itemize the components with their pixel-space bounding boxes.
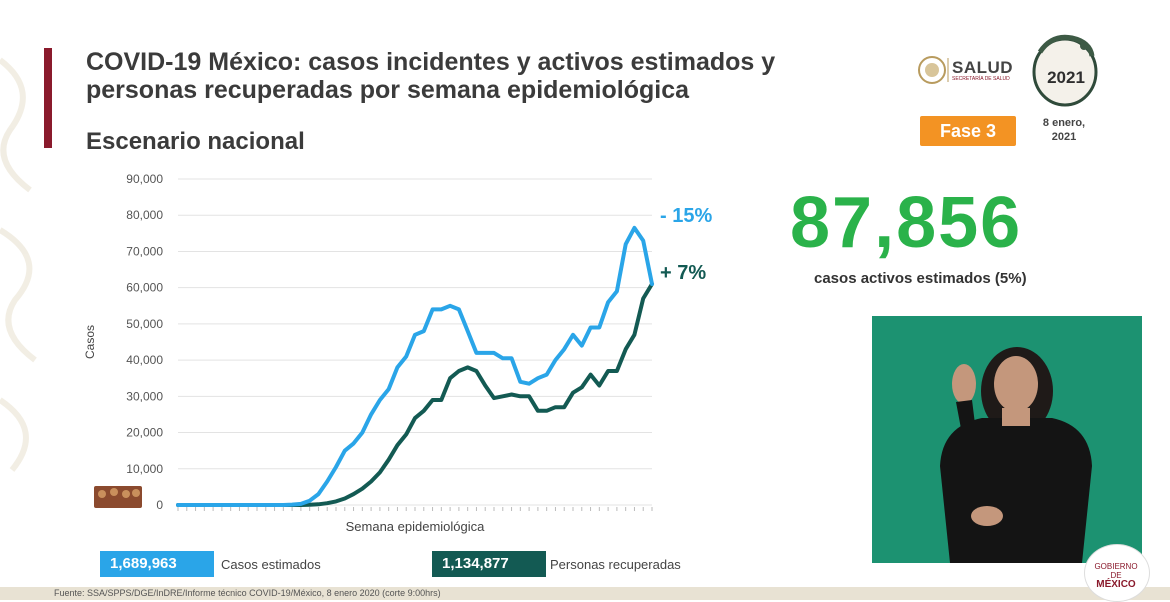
- gob-line1: GOBIERNO DE: [1094, 562, 1138, 580]
- y-tick-label: 60,000: [126, 281, 163, 295]
- phase-badge: Fase 3: [920, 116, 1016, 146]
- interpreter-video-panel: [872, 316, 1142, 563]
- gobierno-mexico-logo-icon: [1084, 544, 1150, 602]
- series-line-estimated: [176, 225, 654, 507]
- gob-line2: MÉXICO: [1096, 579, 1136, 590]
- footer-strip: [0, 587, 1170, 600]
- interpreter-video-icon: [872, 316, 1142, 563]
- recovered-total: 1,134,877: [432, 551, 546, 577]
- y-tick-label: 0: [156, 498, 163, 512]
- title-accent-bar: [44, 48, 52, 148]
- page-title: COVID-19 México: casos incidentes y acti…: [86, 48, 776, 104]
- background-motif: [0, 57, 37, 472]
- x-axis-title: Semana epidemiológica: [346, 519, 486, 534]
- y-axis-title: Casos: [83, 325, 97, 359]
- y-tick-label: 90,000: [126, 172, 163, 186]
- y-tick-label: 80,000: [126, 208, 163, 222]
- y-tick-label: 30,000: [126, 389, 163, 403]
- recovered-label: Personas recuperadas: [550, 557, 681, 572]
- y-tick-label: 10,000: [126, 462, 163, 476]
- active-cases-caption: casos activos estimados (5%): [814, 270, 1027, 287]
- y-tick-label: 40,000: [126, 353, 163, 367]
- bicentennial-seal-icon: [1032, 34, 1098, 107]
- mexico-history-icon: [94, 486, 142, 508]
- y-tick-label: 20,000: [126, 426, 163, 440]
- estimated-cases-label: Casos estimados: [221, 557, 321, 572]
- series-end-label-estimated: - 15%: [660, 205, 712, 227]
- seal-year: 2021: [1047, 68, 1085, 87]
- salud-logo-icon: [918, 56, 949, 84]
- active-cases-number: 87,856: [790, 183, 1023, 263]
- salud-logo-text: SALUD: [952, 58, 1014, 77]
- left-mark-text: MÉXICO: [102, 518, 134, 527]
- estimated-cases-total: 1,689,963: [100, 551, 214, 577]
- y-tick-label: 70,000: [126, 244, 163, 258]
- page-subtitle: Escenario nacional: [86, 128, 305, 155]
- series-line-recovered: [176, 282, 654, 507]
- y-tick-label: 50,000: [126, 317, 163, 331]
- series-end-label-recovered: + 7%: [660, 262, 706, 284]
- gobierno-mexico-text: GOBIERNO DE MÉXICO: [1090, 562, 1142, 590]
- salud-logo-subtext: SECRETARÍA DE SALUD: [952, 76, 1010, 82]
- report-date-line2: 2021: [1051, 131, 1077, 143]
- report-date: 8 enero, 2021: [1036, 116, 1092, 144]
- source-note: Fuente: SSA/SPPS/DGE/InDRE/Informe técni…: [54, 588, 441, 598]
- report-date-line1: 8 enero,: [1042, 117, 1086, 129]
